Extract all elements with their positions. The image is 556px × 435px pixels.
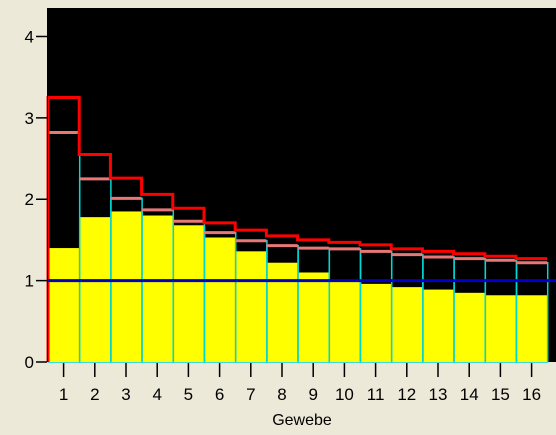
bar <box>174 225 204 362</box>
bar <box>330 281 360 362</box>
y-tick-label: 2 <box>25 190 34 209</box>
bar <box>205 237 235 362</box>
bar <box>392 287 423 362</box>
x-tick-label: 8 <box>277 385 286 404</box>
x-axis-label: Gewebe <box>272 412 332 429</box>
bar <box>111 211 142 362</box>
bar <box>486 295 516 362</box>
x-tick-label: 10 <box>335 385 354 404</box>
bar <box>267 262 298 362</box>
bar <box>49 248 79 362</box>
bar <box>236 251 267 362</box>
bar <box>361 283 391 362</box>
x-tick-label: 2 <box>90 385 99 404</box>
y-tick-label: 0 <box>25 353 34 372</box>
y-tick-label: 3 <box>25 109 34 128</box>
upper-marker-layer <box>46 96 548 362</box>
x-tick-label: 13 <box>429 385 448 404</box>
x-tick-label: 15 <box>491 385 510 404</box>
x-tick-label: 11 <box>367 385 385 404</box>
bar <box>142 215 173 362</box>
bar <box>298 272 329 362</box>
y-tick-label: 4 <box>25 27 34 46</box>
upper-marker-step-line <box>46 96 548 362</box>
x-tick-label: 12 <box>397 385 416 404</box>
y-axis: 0 1 2 3 4 <box>25 8 48 372</box>
bar <box>80 217 111 362</box>
bar <box>423 289 454 362</box>
bar <box>517 295 547 362</box>
lower-marker-layer <box>48 131 548 265</box>
y-tick-label: 1 <box>25 272 34 291</box>
x-tick-label: 4 <box>152 385 161 404</box>
x-tick-label: 1 <box>59 385 68 404</box>
x-tick-label: 5 <box>184 385 193 404</box>
x-tick-label: 16 <box>522 385 541 404</box>
bar <box>454 292 485 362</box>
x-tick-label: 6 <box>215 385 224 404</box>
x-tick-label: 9 <box>308 385 317 404</box>
x-tick-label: 7 <box>246 385 255 404</box>
x-axis: 1 2 3 4 5 6 7 8 9 10 11 12 13 14 15 16 <box>59 363 541 404</box>
x-tick-label: 14 <box>460 385 479 404</box>
x-tick-label: 3 <box>121 385 130 404</box>
